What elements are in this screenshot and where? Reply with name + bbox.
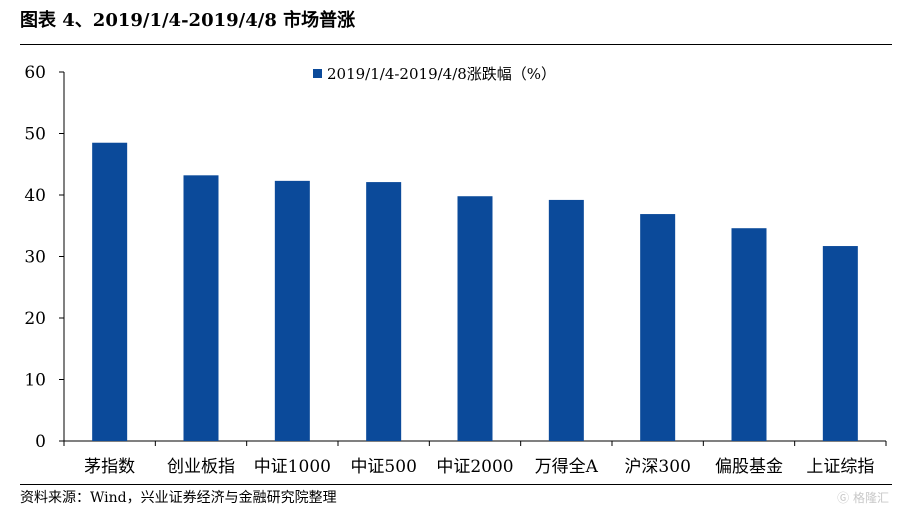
source-rule [20,484,892,485]
y-tick-label: 0 [35,432,46,452]
x-tick-label: 中证500 [350,457,416,477]
legend-label: 2019/1/4-2019/4/8涨跌幅（%） [327,65,556,83]
figure-title: 图表 4、2019/1/4-2019/4/8 市场普涨 [20,10,356,31]
bar [92,142,128,441]
bar [457,196,493,441]
y-tick-label: 40 [24,186,46,206]
y-tick-label: 50 [24,125,46,145]
watermark-text: 格隆汇 [852,491,889,505]
x-tick-label: 上证综指 [806,457,874,477]
bars [92,142,858,442]
x-tick-label: 万得全A [535,457,599,477]
x-tick-label: 中证1000 [254,457,331,477]
bar [640,214,676,441]
bar [548,199,584,441]
y-tick-label: 30 [24,248,46,268]
bar-chart: 2019/1/4-2019/4/8涨跌幅（%） 0 10 20 30 40 50 60 茅指… [24,63,887,477]
x-tick-label: 沪深300 [624,457,690,477]
y-tick-label: 60 [24,63,46,83]
x-tick-label: 茅指数 [84,457,135,477]
y-tick-label: 20 [24,309,46,329]
x-tick-label: 中证2000 [436,457,513,477]
legend: 2019/1/4-2019/4/8涨跌幅（%） [313,65,556,83]
bar [731,228,767,441]
bar [822,246,858,441]
y-tick-label: 10 [24,371,46,391]
title-rule [20,44,892,45]
bar [366,182,402,441]
x-axis [63,440,887,446]
source-note: 资料来源：Wind，兴业证券经济与金融研究院整理 [20,490,337,506]
watermark-logo: Ⓖ 格隆汇 [837,491,889,505]
x-tick-labels: 茅指数 创业板指 中证1000 中证500 中证2000 万得全A 沪深300 偏股基金 上证综… [84,457,874,477]
y-axis: 0 10 20 30 40 50 60 [24,63,65,452]
bar [183,175,219,441]
legend-swatch [313,69,322,78]
x-tick-label: 偏股基金 [715,457,783,477]
x-tick-label: 创业板指 [167,457,235,477]
bar [274,180,310,442]
